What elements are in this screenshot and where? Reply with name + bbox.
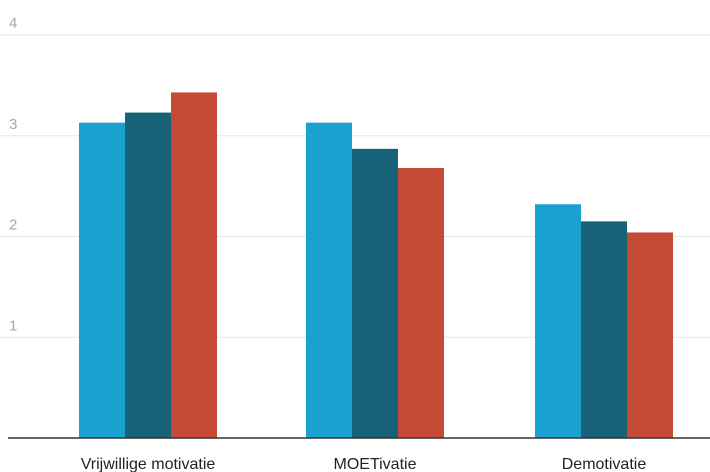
bars	[79, 92, 673, 439]
bar-1-series-1	[79, 122, 125, 438]
y-tick-label: 4	[9, 15, 17, 32]
category-labels: Vrijwillige motivatie MOETivatie Demotivat…	[81, 456, 647, 472]
bar-3-series-3	[627, 232, 673, 438]
category-label: MOETivatie	[334, 456, 417, 472]
bar-3-series-2	[581, 221, 627, 438]
bar-1-series-3	[171, 92, 217, 439]
bar-2-series-1	[306, 122, 352, 438]
y-tick-label: 1	[9, 317, 17, 334]
y-tick-labels: 1 2 3 4	[9, 15, 17, 334]
y-tick-label: 3	[9, 116, 17, 133]
category-label: Demotivatie	[562, 456, 647, 472]
bar-2-series-2	[352, 148, 398, 438]
bar-3-series-1	[535, 204, 581, 438]
bar-2-series-3	[398, 167, 444, 439]
category-label: Vrijwillige motivatie	[81, 456, 216, 472]
bar-1-series-2	[125, 112, 171, 438]
y-tick-label: 2	[9, 217, 17, 234]
